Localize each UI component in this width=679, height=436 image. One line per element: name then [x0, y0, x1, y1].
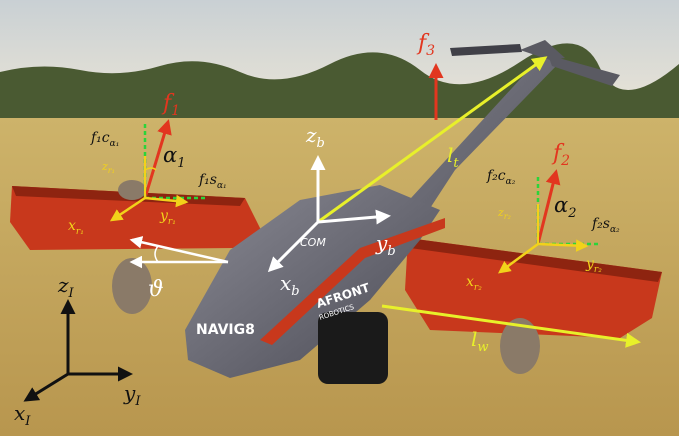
f1c-label: f₁cα₁	[90, 130, 119, 149]
yb-axis	[317, 209, 391, 225]
com-label: COM	[300, 236, 326, 249]
theta-label: ϑ	[148, 277, 164, 302]
xb-axis	[267, 220, 320, 273]
inertial-frame: zI yI xI	[14, 273, 141, 429]
zr2-label: zr₂	[497, 206, 511, 221]
xI-axis	[23, 372, 69, 402]
lw-label: lw	[471, 327, 489, 355]
body-frame: zb yb xb COM	[267, 123, 396, 299]
lt-label: lt	[447, 143, 459, 171]
tail-fin-right	[548, 55, 620, 86]
alpha1-label: α1	[163, 143, 185, 171]
yI-label: yI	[123, 381, 141, 409]
lt-arrow	[317, 56, 548, 224]
xr2-axis	[497, 242, 539, 274]
alpha1-arc	[144, 167, 157, 171]
drone: NAVIG8 AFRONT ROBOTICS	[10, 40, 662, 384]
yr2-label: yr₂	[585, 256, 602, 275]
xr2-label: xr₂	[466, 274, 482, 293]
f2c-label: f₂cα₂	[486, 168, 516, 187]
alpha2-label: α2	[554, 193, 576, 221]
fuselage-red-stripe	[260, 218, 445, 345]
theta-arc	[154, 245, 159, 263]
zb-label: zb	[305, 123, 325, 151]
xr1-label: xr₁	[68, 218, 84, 237]
fuselage	[185, 185, 440, 378]
lw-arrow	[381, 304, 641, 348]
zr1-label: zr₁	[101, 160, 115, 175]
xb-label: xb	[280, 271, 300, 299]
right-wing-duct	[405, 238, 662, 338]
tail-fin-left	[520, 40, 565, 60]
f1s-label: f₁sα₁	[198, 172, 227, 191]
f2-arrow	[536, 169, 561, 245]
camera-gimbal	[318, 312, 388, 384]
theta-body-ref	[129, 236, 229, 264]
f1-arrow	[143, 119, 172, 199]
pitch-angle: ϑ	[129, 236, 229, 302]
tail-wing	[450, 44, 522, 56]
xr1-axis	[109, 196, 146, 222]
yr1-label: yr₁	[159, 208, 176, 227]
xI-label: xI	[14, 401, 31, 429]
yr1-axis	[144, 194, 189, 208]
left-motor-pod	[112, 258, 152, 314]
yb-label: yb	[375, 231, 396, 259]
yr2-axis	[537, 239, 589, 252]
zI-label: zI	[57, 273, 75, 301]
brand-name: NAVIG8	[196, 322, 255, 338]
left-motor-top	[118, 180, 146, 200]
right-motor-pod	[500, 318, 540, 374]
f2s-label: f₂sα₂	[591, 216, 620, 235]
right-wing-edge	[408, 238, 662, 282]
